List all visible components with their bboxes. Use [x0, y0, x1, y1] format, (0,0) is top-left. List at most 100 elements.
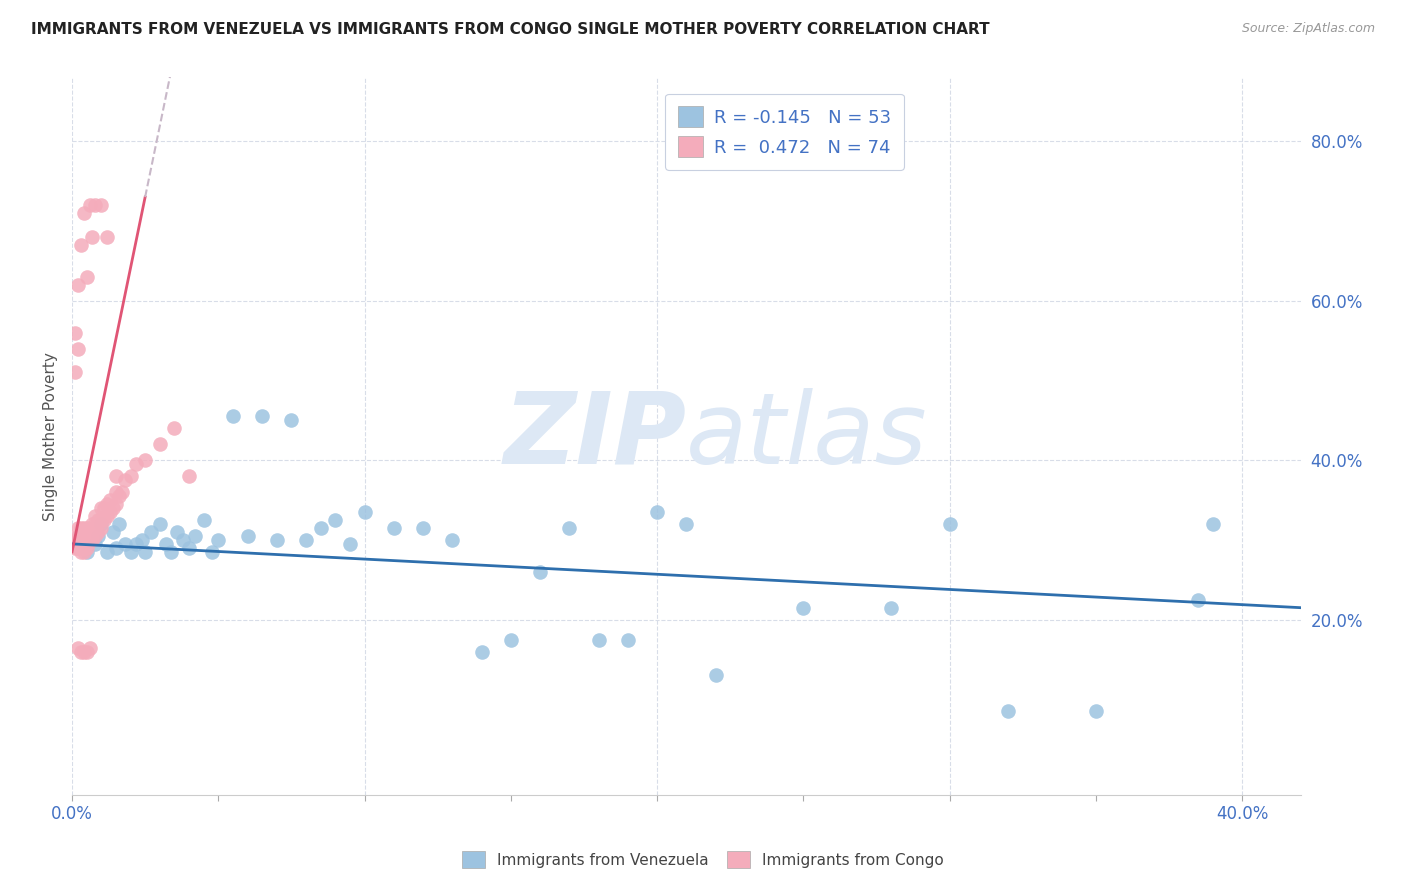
Point: [79, 640, 101, 655]
Point: [104, 541, 127, 555]
Point: [79, 533, 101, 547]
Point: [73, 206, 96, 220]
Point: [93, 513, 115, 527]
Point: [160, 545, 183, 559]
Point: [82, 533, 104, 547]
Text: ZIP: ZIP: [503, 388, 686, 484]
Point: [114, 537, 136, 551]
Point: [87, 513, 110, 527]
Point: [96, 230, 118, 244]
Point: [111, 485, 134, 500]
Point: [120, 469, 142, 483]
Point: [309, 521, 332, 535]
Point: [96, 508, 118, 523]
Point: [120, 545, 142, 559]
Point: [73, 521, 96, 535]
Point: [84, 508, 107, 523]
Point: [149, 516, 172, 531]
Point: [73, 644, 96, 658]
Point: [90, 501, 112, 516]
Point: [471, 644, 494, 658]
Point: [69, 541, 91, 555]
Point: [90, 513, 112, 527]
Point: [131, 533, 153, 547]
Point: [177, 469, 200, 483]
Point: [84, 521, 107, 535]
Point: [69, 537, 91, 551]
Point: [87, 529, 110, 543]
Point: [73, 529, 96, 543]
Point: [617, 632, 640, 647]
Point: [84, 198, 107, 212]
Point: [63, 366, 86, 380]
Point: [529, 565, 551, 579]
Text: IMMIGRANTS FROM VENEZUELA VS IMMIGRANTS FROM CONGO SINGLE MOTHER POVERTY CORRELA: IMMIGRANTS FROM VENEZUELA VS IMMIGRANTS …: [31, 22, 990, 37]
Point: [69, 529, 91, 543]
Point: [149, 437, 172, 451]
Point: [163, 421, 186, 435]
Point: [792, 600, 814, 615]
Point: [353, 505, 375, 519]
Point: [76, 533, 98, 547]
Point: [73, 541, 96, 555]
Point: [588, 632, 610, 647]
Point: [79, 521, 101, 535]
Point: [66, 529, 89, 543]
Point: [63, 537, 86, 551]
Point: [76, 521, 98, 535]
Point: [76, 537, 98, 551]
Point: [499, 632, 522, 647]
Point: [76, 545, 98, 559]
Point: [82, 230, 104, 244]
Point: [1187, 592, 1209, 607]
Legend: Immigrants from Venezuela, Immigrants from Congo: Immigrants from Venezuela, Immigrants fr…: [454, 844, 952, 875]
Point: [96, 497, 118, 511]
Point: [66, 537, 89, 551]
Point: [558, 521, 581, 535]
Text: atlas: atlas: [686, 388, 928, 484]
Point: [201, 545, 224, 559]
Point: [90, 198, 112, 212]
Point: [66, 521, 89, 535]
Point: [79, 198, 101, 212]
Point: [266, 533, 288, 547]
Point: [98, 505, 121, 519]
Text: Source: ZipAtlas.com: Source: ZipAtlas.com: [1241, 22, 1375, 36]
Point: [108, 516, 131, 531]
Point: [382, 521, 405, 535]
Point: [1084, 704, 1107, 718]
Point: [675, 516, 697, 531]
Point: [73, 537, 96, 551]
Point: [997, 704, 1019, 718]
Point: [323, 513, 346, 527]
Point: [63, 541, 86, 555]
Point: [82, 516, 104, 531]
Point: [155, 537, 177, 551]
Y-axis label: Single Mother Poverty: Single Mother Poverty: [44, 351, 58, 521]
Point: [236, 529, 259, 543]
Point: [76, 644, 98, 658]
Point: [76, 269, 98, 284]
Point: [280, 413, 302, 427]
Point: [125, 457, 148, 471]
Point: [166, 524, 188, 539]
Point: [76, 541, 98, 555]
Point: [69, 644, 91, 658]
Point: [938, 516, 960, 531]
Point: [177, 541, 200, 555]
Point: [108, 489, 131, 503]
Point: [66, 541, 89, 555]
Point: [84, 537, 107, 551]
Point: [104, 469, 127, 483]
Point: [63, 533, 86, 547]
Point: [184, 529, 207, 543]
Point: [222, 409, 245, 424]
Point: [79, 529, 101, 543]
Point: [880, 600, 903, 615]
Point: [134, 545, 156, 559]
Point: [84, 529, 107, 543]
Point: [63, 326, 86, 340]
Point: [193, 513, 215, 527]
Point: [90, 516, 112, 531]
Point: [98, 493, 121, 508]
